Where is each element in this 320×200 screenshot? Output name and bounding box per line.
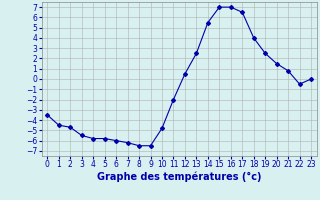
X-axis label: Graphe des températures (°c): Graphe des températures (°c) xyxy=(97,172,261,182)
